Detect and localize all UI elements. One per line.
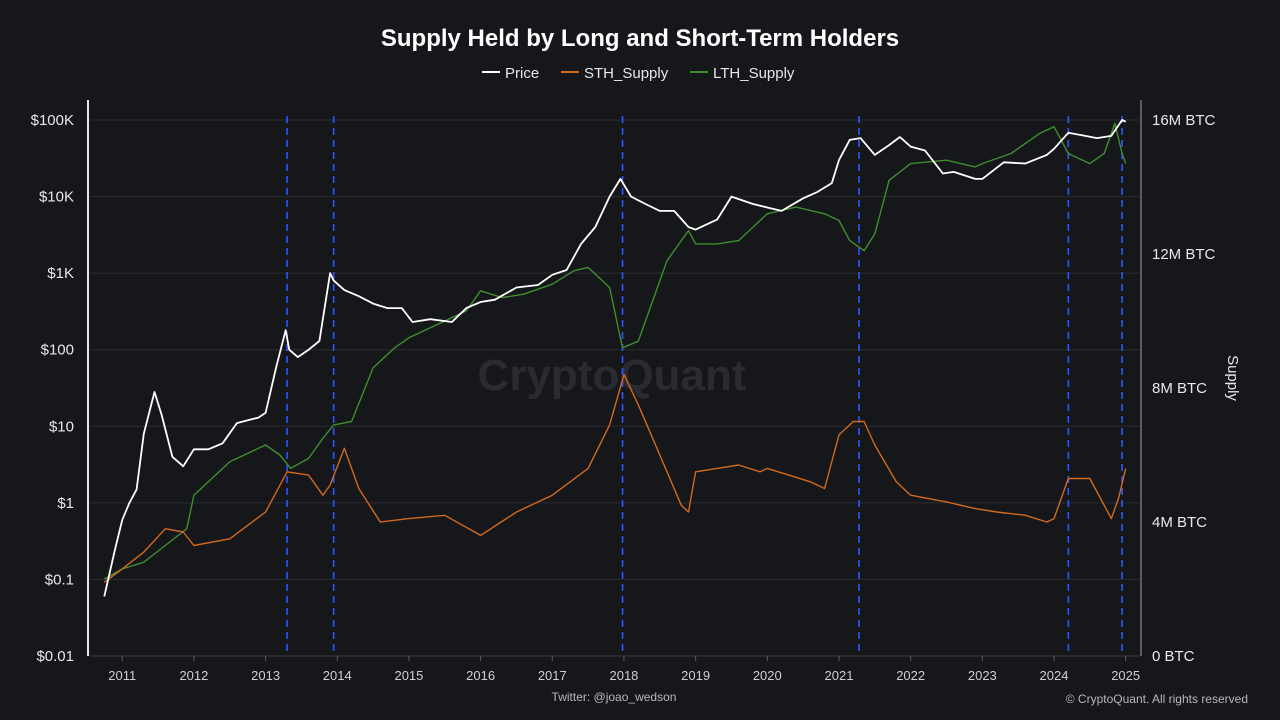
x-tick-label: 2011 xyxy=(108,668,136,683)
x-tick-label: 2017 xyxy=(538,668,567,683)
y-left-tick-label: $10K xyxy=(39,189,74,206)
x-tick-label: 2023 xyxy=(968,668,997,683)
vertical-markers xyxy=(286,116,1123,656)
x-tick-label: 2015 xyxy=(394,668,423,683)
legend-label: STH_Supply xyxy=(584,65,669,82)
axes: $100K $10K $1K $100 $10 $1 $0.1 $0.01 16M BTC 12M… xyxy=(31,100,1216,683)
y-right-tick-label: 12M BTC xyxy=(1152,246,1216,263)
footer-copyright: © CryptoQuant. All rights reserved xyxy=(1066,692,1248,706)
series-line-lth-supply xyxy=(103,122,1127,580)
y-right-tick-label: 16M BTC xyxy=(1152,112,1216,129)
x-tick-label: 2022 xyxy=(896,668,925,683)
y-left-tick-label: $0.1 xyxy=(45,571,74,588)
legend-label: LTH_Supply xyxy=(713,65,795,82)
y-right-tick-label: 0 BTC xyxy=(1152,648,1195,665)
x-tick-label: 2020 xyxy=(753,668,782,683)
y-right-tick-label: 4M BTC xyxy=(1152,514,1207,531)
y-right-axis-label: Supply xyxy=(1224,355,1241,401)
x-tick-label: 2021 xyxy=(825,668,854,683)
x-tick-label: 2024 xyxy=(1040,668,1069,683)
x-tick-label: 2014 xyxy=(323,668,352,683)
legend: Price STH_Supply LTH_Supply xyxy=(482,65,795,82)
watermark: CryptoQuant xyxy=(478,351,747,400)
series-group xyxy=(103,119,1127,597)
x-tick-label: 2018 xyxy=(609,668,638,683)
series-line-sth-supply xyxy=(103,373,1127,583)
x-tick-label: 2025 xyxy=(1111,668,1140,683)
series-line-price xyxy=(103,119,1127,597)
y-right-tick-label: 8M BTC xyxy=(1152,380,1207,397)
y-left-tick-label: $0.01 xyxy=(36,648,74,665)
x-tick-label: 2012 xyxy=(179,668,208,683)
legend-label: Price xyxy=(505,65,539,82)
footer-credit: Twitter: @joao_wedson xyxy=(552,690,677,704)
y-left-tick-label: $100 xyxy=(41,342,74,359)
y-left-tick-label: $1K xyxy=(47,265,74,282)
chart-title: Supply Held by Long and Short-Term Holde… xyxy=(381,25,899,52)
y-left-tick-label: $10 xyxy=(49,418,74,435)
x-tick-label: 2019 xyxy=(681,668,710,683)
y-left-tick-label: $100K xyxy=(31,112,74,129)
x-tick-label: 2013 xyxy=(251,668,280,683)
y-left-tick-label: $1 xyxy=(57,495,74,512)
x-tick-label: 2016 xyxy=(466,668,495,683)
